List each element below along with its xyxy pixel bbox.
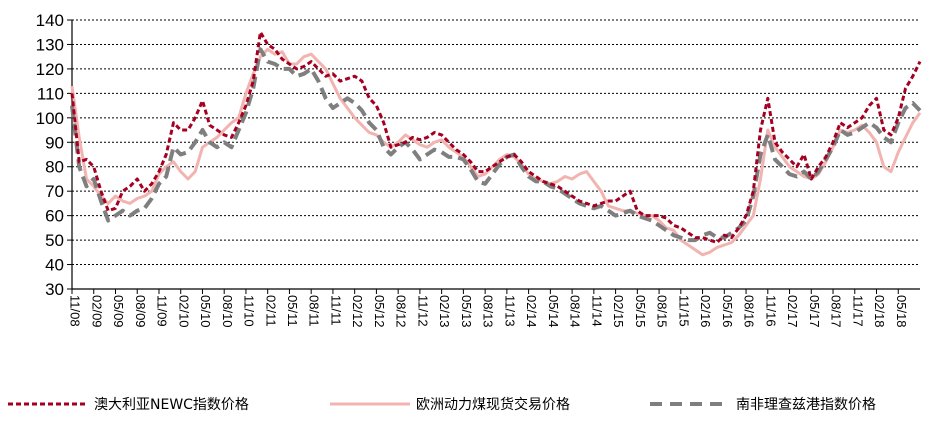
x-tick-label: 11/09 [155,295,170,327]
x-tick-label: 05/17 [807,295,822,328]
x-axis-ticks: 11/08 02/09 05/09 08/09 11/09 02/10 05/10 08/10… [68,295,909,328]
x-tick-label: 11/11 [328,295,343,326]
legend-swatch-newc [8,402,88,406]
y-tick-label: 50 [45,231,64,250]
x-tick-label: 02/12 [350,295,365,328]
x-tick-label: 08/16 [742,295,757,328]
x-tick-label: 02/09 [89,295,104,328]
x-tick-label: 05/14 [546,295,561,328]
x-tick-label: 08/15 [655,295,670,328]
x-tick-label: 02/13 [437,295,452,328]
axes [67,19,920,294]
series-lines [70,30,922,257]
legend-item-richards-bay: 南非理查兹港指数价格 [650,394,876,414]
y-axis-ticks: 30 40 50 60 70 80 90 100 110 120 130 140 [36,11,64,299]
x-tick-label: 02/14 [524,295,539,328]
x-tick-label: 11/13 [502,295,517,327]
legend-item-newc: 澳大利亚NEWC指数价格 [8,394,249,414]
x-tick-label: 11/14 [589,295,604,327]
x-tick-label: 08/13 [481,295,496,328]
x-tick-label: 02/16 [698,295,713,328]
legend-label-newc: 澳大利亚NEWC指数价格 [94,397,249,413]
x-tick-label: 08/09 [133,295,148,328]
x-tick-label: 08/17 [829,295,844,328]
x-tick-label: 02/15 [611,295,626,328]
gridlines [72,19,920,266]
y-tick-label: 80 [45,158,64,177]
series-line-europe [70,47,922,257]
x-tick-label: 05/09 [111,295,126,328]
x-tick-label: 11/08 [68,295,83,327]
chart-canvas: 30 40 50 60 70 80 90 100 110 120 130 140 11/08 02/09… [36,11,922,328]
x-tick-label: 05/16 [720,295,735,328]
x-tick-label: 11/16 [763,295,778,327]
legend-item-europe: 欧洲动力煤现货交易价格 [330,394,570,414]
y-tick-label: 70 [45,182,64,201]
x-tick-label: 05/11 [285,295,300,327]
x-tick-label: 08/14 [568,295,583,328]
series-line-newc [70,30,922,244]
x-tick-label: 11/15 [676,295,691,327]
x-tick-label: 08/11 [307,295,322,327]
y-tick-label: 60 [45,207,64,226]
legend-label-richards-bay: 南非理查兹港指数价格 [736,397,876,413]
x-tick-label: 08/10 [220,295,235,328]
series-line-richards-bay [70,47,922,243]
y-tick-label: 40 [45,256,64,275]
x-tick-label: 05/18 [894,295,909,328]
legend-swatch-europe [330,402,410,406]
x-tick-label: 08/12 [394,295,409,328]
x-tick-label: 05/10 [198,295,213,328]
y-tick-label: 30 [45,280,64,299]
y-tick-label: 90 [45,133,64,152]
y-tick-label: 140 [36,11,64,30]
x-tick-label: 05/12 [372,295,387,328]
y-tick-label: 110 [37,84,64,103]
x-tick-label: 05/13 [459,295,474,328]
x-tick-label: 02/10 [176,295,191,328]
y-tick-label: 120 [36,60,64,79]
x-tick-label: 11/17 [850,295,865,327]
y-tick-label: 130 [36,35,64,54]
x-tick-label: 11/12 [415,295,430,327]
legend-label-europe: 欧洲动力煤现货交易价格 [416,397,570,413]
x-tick-label: 02/17 [785,295,800,328]
legend-swatch-richards-bay [650,402,730,406]
y-tick-label: 100 [36,109,64,128]
x-tick-label: 02/18 [872,295,887,328]
x-tick-label: 02/11 [263,295,278,327]
x-tick-label: 11/10 [242,295,257,327]
x-tick-label: 05/15 [633,295,648,328]
legend: 澳大利亚NEWC指数价格 欧洲动力煤现货交易价格 南非理查兹港指数价格 [0,394,937,420]
